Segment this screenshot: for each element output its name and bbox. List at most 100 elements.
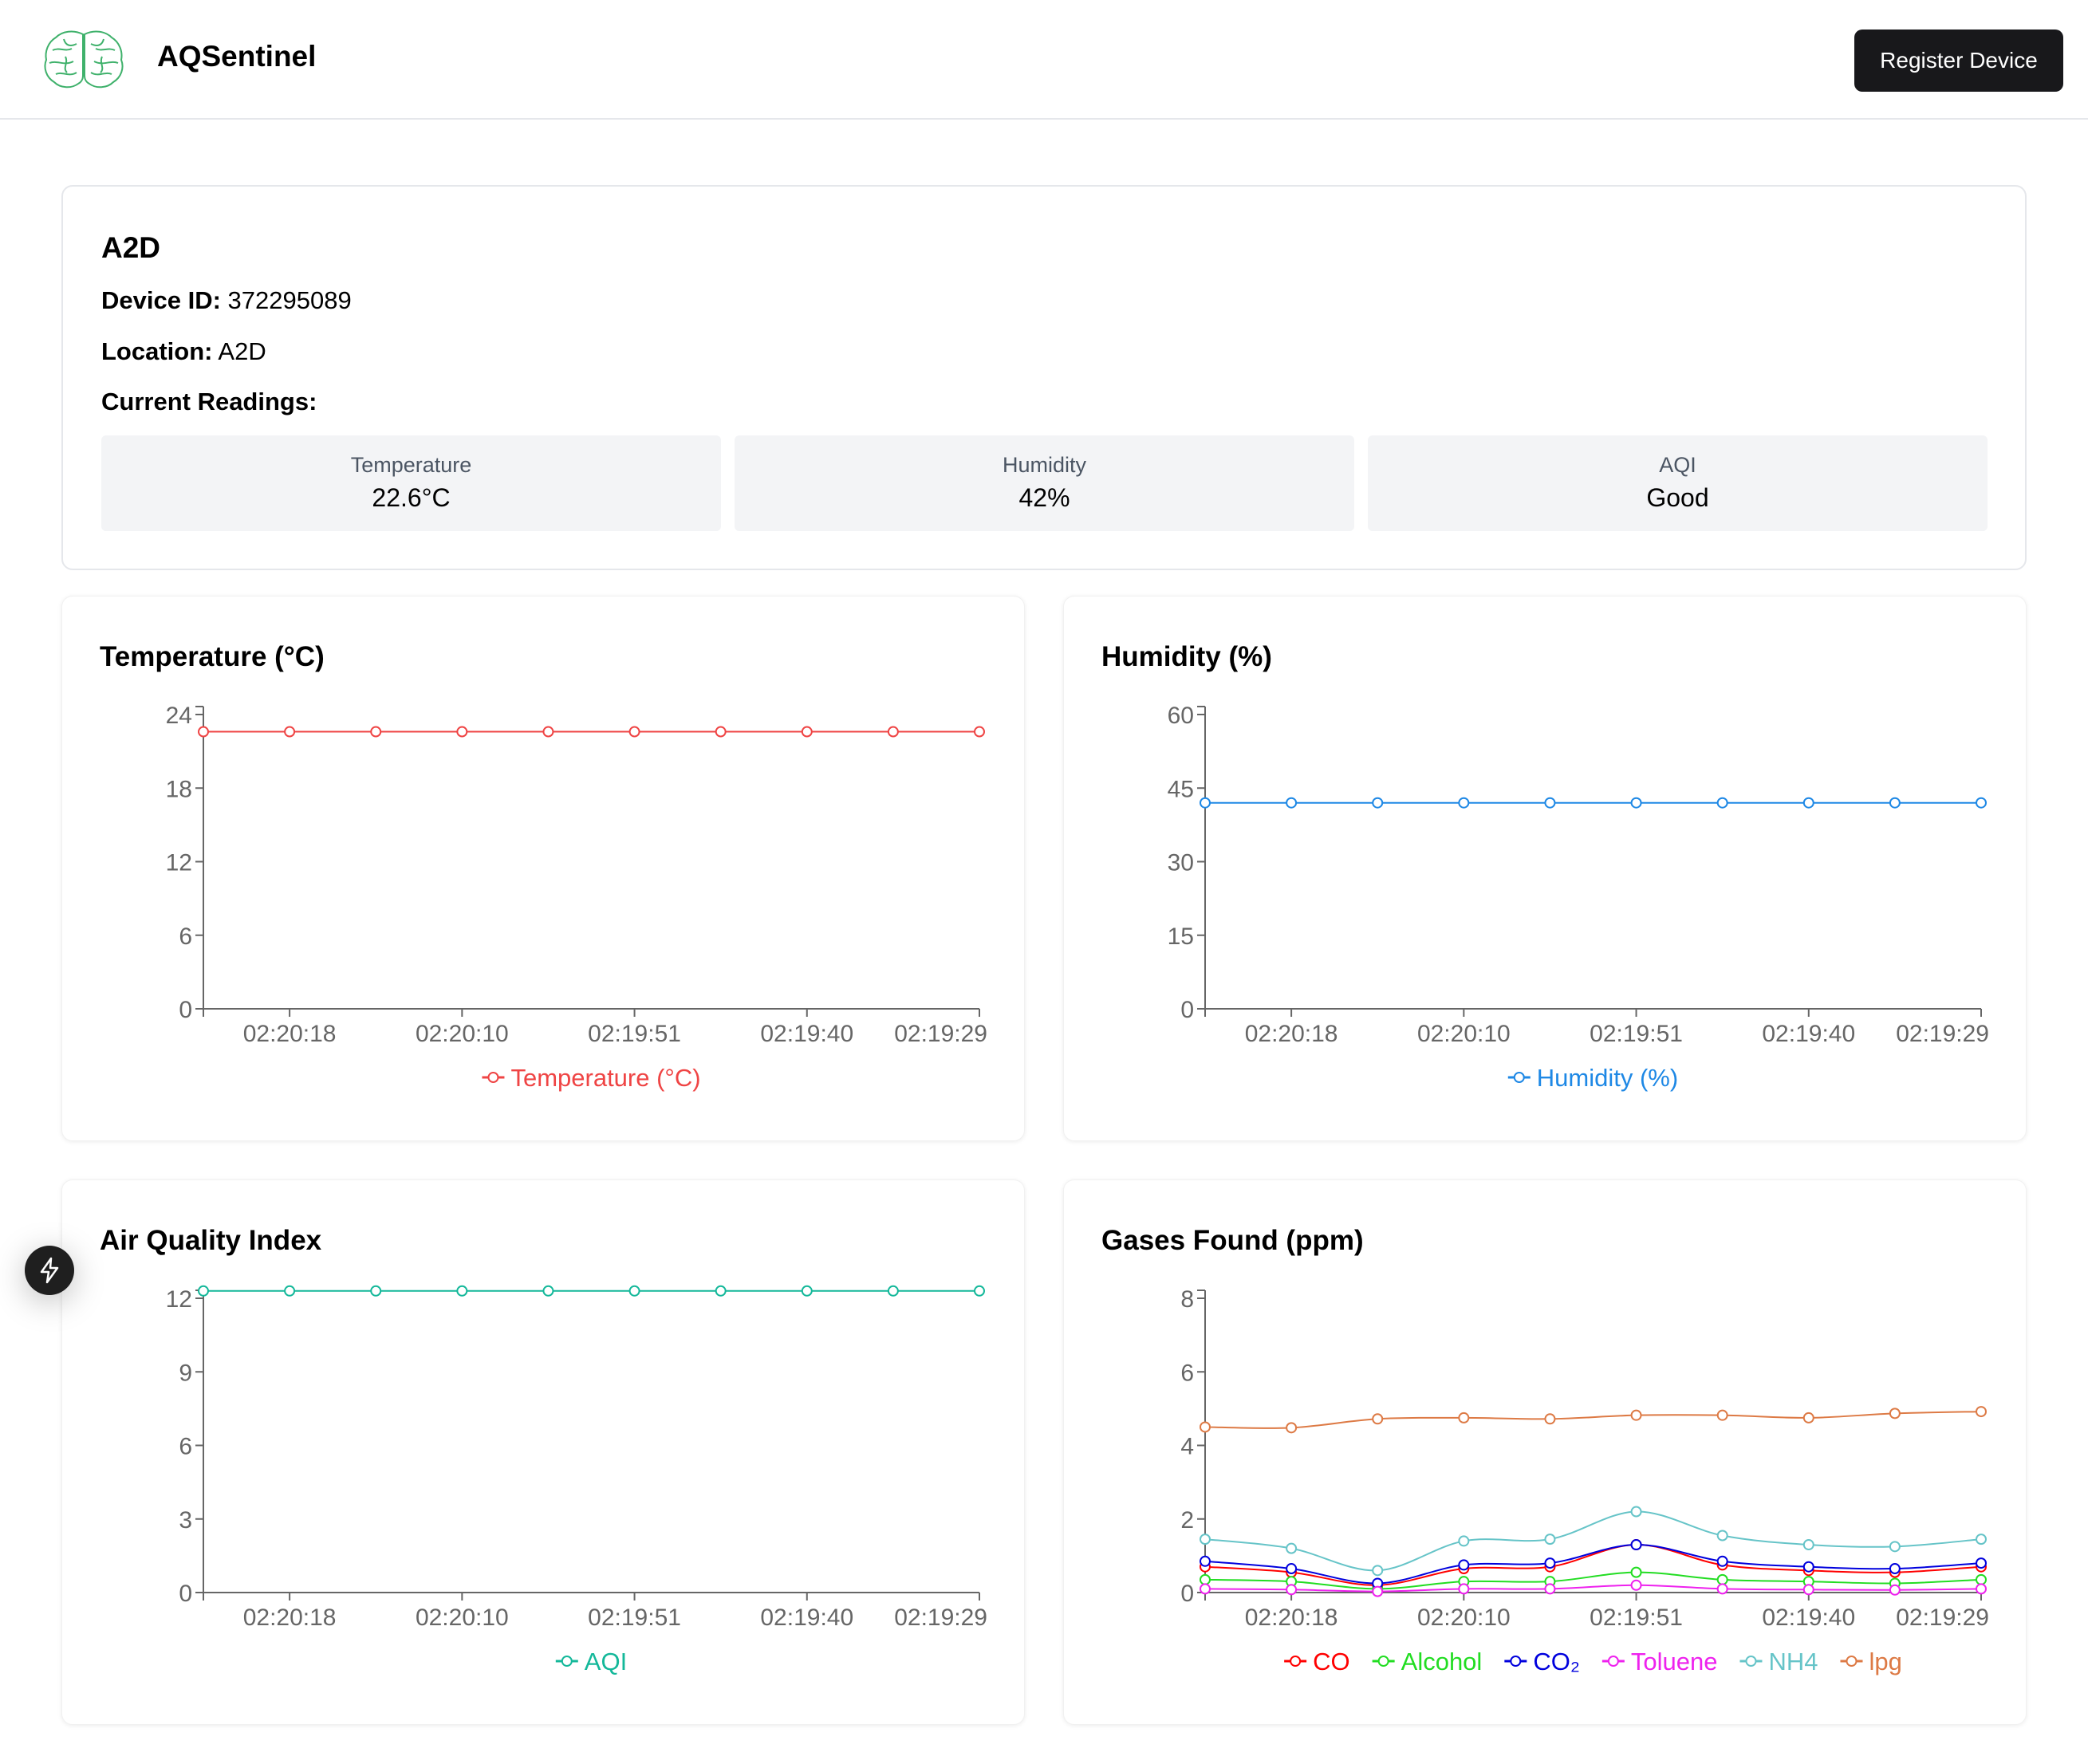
data-point xyxy=(1716,1573,1728,1585)
data-point xyxy=(1802,1539,1814,1551)
legend-label: lpg xyxy=(1869,1648,1901,1675)
legend-item[interactable]: Humidity (%) xyxy=(1507,1064,1678,1092)
data-point xyxy=(198,726,209,738)
legend-item[interactable]: Alcohol xyxy=(1372,1648,1483,1675)
reading-value: 42% xyxy=(1018,483,1070,512)
data-point xyxy=(715,1285,727,1297)
legend: AQI xyxy=(555,1648,627,1675)
x-tick-label: 02:19:51 xyxy=(1590,1021,1683,1047)
y-tick-label: 12 xyxy=(166,1286,192,1313)
x-tick-label: 02:19:51 xyxy=(588,1605,681,1631)
series-line xyxy=(1204,1510,1982,1572)
humidity-chart: 0 15 30 45 60 02:20:18 02:20:10 02:19:51 02:19:4… xyxy=(1168,703,1989,1092)
x-tick-label: 02:20:18 xyxy=(1245,1021,1338,1047)
legend-marker xyxy=(1513,1072,1525,1083)
data-point xyxy=(628,726,640,738)
data-point xyxy=(1544,1557,1556,1569)
legend-marker xyxy=(1745,1656,1757,1667)
legend-item[interactable]: CO xyxy=(1284,1648,1350,1675)
legend-label: CO₂ xyxy=(1533,1648,1580,1675)
x-tick-label: 02:20:18 xyxy=(243,1605,337,1631)
data-point xyxy=(1200,1573,1211,1585)
gases-chart-card: Gases Found (ppm) 0 2 4 6 8 02:20:18 02:20:10 0… xyxy=(1063,1179,2027,1725)
x-tick-label: 02:20:10 xyxy=(1417,1021,1511,1047)
x-tick-label: 02:19:51 xyxy=(588,1021,681,1047)
data-point xyxy=(1200,1583,1211,1595)
data-point xyxy=(1802,1584,1814,1596)
aqi-chart: 0 3 6 9 12 02:20:18 02:20:10 02:19:51 02:19:40 02… xyxy=(166,1285,987,1675)
data-point xyxy=(1200,797,1211,809)
data-point xyxy=(1630,1409,1642,1421)
y-tick-label: 6 xyxy=(179,923,192,950)
device-location-value: A2D xyxy=(218,337,266,365)
data-point xyxy=(284,726,296,738)
aqi-chart-card: Air Quality Index 0 3 6 9 12 02:20:18 02:20:10… xyxy=(61,1179,1025,1725)
y-tick-label: 6 xyxy=(179,1434,192,1460)
legend-item[interactable]: Toluene xyxy=(1601,1648,1718,1675)
data-point xyxy=(715,726,727,738)
x-tick-label: 02:19:29 xyxy=(1896,1605,1989,1631)
register-device-button[interactable]: Register Device xyxy=(1854,30,2063,92)
top-bar: AQSentinel Register Device xyxy=(0,0,2088,120)
legend-item[interactable]: NH4 xyxy=(1739,1648,1818,1675)
data-point xyxy=(456,1285,468,1297)
data-point xyxy=(887,726,899,738)
data-point xyxy=(1200,1555,1211,1567)
data-point xyxy=(1630,1566,1642,1578)
data-point xyxy=(1458,1559,1470,1571)
legend-marker xyxy=(1846,1656,1858,1667)
y-tick-label: 4 xyxy=(1180,1434,1194,1460)
chart-title: Gases Found (ppm) xyxy=(1101,1225,1364,1256)
legend-item[interactable]: AQI xyxy=(555,1648,627,1675)
data-point xyxy=(1889,1584,1901,1596)
data-point xyxy=(1286,1422,1298,1434)
data-point xyxy=(1630,1539,1642,1551)
chart-title: Air Quality Index xyxy=(100,1225,322,1256)
y-tick-label: 3 xyxy=(179,1507,192,1534)
data-point xyxy=(1372,797,1384,809)
data-point xyxy=(974,726,985,738)
data-point xyxy=(887,1285,899,1297)
data-point xyxy=(1716,1409,1728,1421)
humidity-chart-card: Humidity (%) 0 15 30 45 60 02:20:18 02:20:10 02… xyxy=(1063,596,2027,1141)
legend-item[interactable]: CO₂ xyxy=(1504,1648,1580,1675)
x-tick-label: 02:19:40 xyxy=(760,1021,853,1047)
data-point xyxy=(801,726,813,738)
y-tick-label: 60 xyxy=(1168,703,1194,729)
y-tick-label: 0 xyxy=(1180,997,1194,1023)
data-point xyxy=(1372,1585,1384,1597)
data-point xyxy=(1630,797,1642,809)
legend-label: Temperature (°C) xyxy=(510,1064,700,1092)
legend-label: NH4 xyxy=(1768,1648,1818,1675)
legend-marker xyxy=(1510,1656,1522,1667)
series-line xyxy=(1204,1571,1982,1590)
device-id-label: Device ID: xyxy=(101,286,221,314)
data-point xyxy=(1976,1583,1987,1595)
legend: Temperature (°C) xyxy=(482,1064,701,1092)
data-point xyxy=(1544,1534,1556,1545)
device-id-value: 372295089 xyxy=(227,286,352,314)
y-tick-label: 15 xyxy=(1168,923,1194,950)
data-point xyxy=(456,726,468,738)
legend-marker xyxy=(1290,1656,1302,1667)
data-point xyxy=(1286,1542,1298,1554)
device-name: A2D xyxy=(101,231,161,264)
legend-item[interactable]: lpg xyxy=(1840,1648,1902,1675)
gases-chart: 0 2 4 6 8 02:20:18 02:20:10 02:19:51 02:19:40 02:… xyxy=(1180,1286,1989,1675)
legend-label: Alcohol xyxy=(1401,1648,1483,1675)
y-tick-label: 12 xyxy=(166,850,192,876)
legend-item[interactable]: Temperature (°C) xyxy=(482,1064,701,1092)
y-tick-label: 8 xyxy=(1180,1286,1194,1313)
y-tick-label: 9 xyxy=(179,1360,192,1386)
legend-label: CO xyxy=(1313,1648,1350,1675)
chart-title: Temperature (°C) xyxy=(100,641,325,672)
reading-label: AQI xyxy=(1659,453,1696,477)
lightning-fab-button[interactable] xyxy=(25,1246,74,1295)
app-title: AQSentinel xyxy=(157,40,317,73)
series-line xyxy=(1204,1544,1982,1586)
data-point xyxy=(542,726,554,738)
series-line xyxy=(1204,1411,1982,1429)
data-point xyxy=(1716,1583,1728,1595)
legend-marker xyxy=(1607,1656,1619,1667)
reading-aqi: AQI Good xyxy=(1368,435,1988,531)
